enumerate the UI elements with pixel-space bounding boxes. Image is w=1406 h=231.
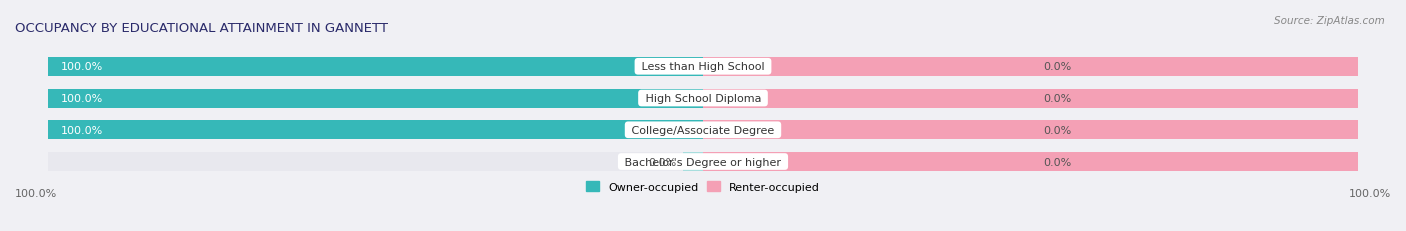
Bar [48,89,703,108]
Text: 0.0%: 0.0% [648,157,676,167]
Bar [48,58,703,76]
Bar [703,89,1358,108]
Bar [48,58,703,76]
Bar [48,89,703,108]
Bar [48,152,703,171]
Text: 0.0%: 0.0% [1043,62,1071,72]
Text: OCCUPANCY BY EDUCATIONAL ATTAINMENT IN GANNETT: OCCUPANCY BY EDUCATIONAL ATTAINMENT IN G… [15,22,388,35]
Text: 100.0%: 100.0% [15,188,58,198]
Text: 0.0%: 0.0% [1043,157,1071,167]
Legend: Owner-occupied, Renter-occupied: Owner-occupied, Renter-occupied [581,176,825,196]
Bar [683,152,703,171]
Text: 100.0%: 100.0% [60,94,103,103]
Text: Source: ZipAtlas.com: Source: ZipAtlas.com [1274,16,1385,26]
Text: Bachelor's Degree or higher: Bachelor's Degree or higher [621,157,785,167]
Text: 100.0%: 100.0% [60,125,103,135]
Bar [48,121,703,140]
Text: 0.0%: 0.0% [1043,125,1071,135]
Text: Less than High School: Less than High School [638,62,768,72]
Bar [703,152,1358,171]
Text: 0.0%: 0.0% [1043,94,1071,103]
Bar [703,58,1358,76]
Text: College/Associate Degree: College/Associate Degree [628,125,778,135]
Bar [703,121,1358,140]
Text: High School Diploma: High School Diploma [641,94,765,103]
Bar [48,121,703,140]
Text: 100.0%: 100.0% [60,62,103,72]
Text: 100.0%: 100.0% [1348,188,1391,198]
